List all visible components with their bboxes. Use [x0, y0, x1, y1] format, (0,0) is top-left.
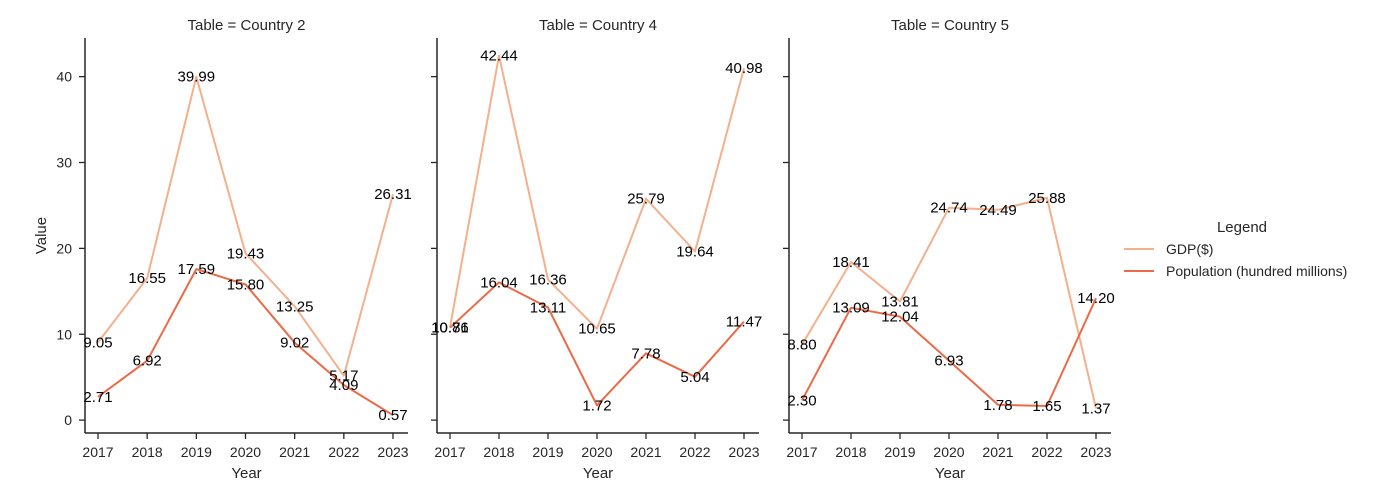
x-tick-label: 2019: [884, 444, 915, 460]
x-tick-label: 2020: [581, 444, 612, 460]
series-line-population-panel-1: [97, 268, 394, 417]
data-label: 9.05: [83, 334, 112, 351]
legend-label-gdp: GDP($): [1166, 241, 1213, 257]
data-label: 13.25: [276, 298, 314, 315]
data-label: 1.78: [983, 397, 1012, 414]
data-label: 24.74: [930, 200, 968, 217]
data-label: 9.02: [280, 335, 309, 352]
data-label: 11.47: [726, 314, 762, 331]
data-label: 6.92: [133, 353, 162, 370]
data-label: 40.98: [725, 60, 763, 77]
data-label: 8.80: [787, 337, 816, 354]
x-tick-label: 2022: [328, 444, 359, 460]
data-label: 10.65: [578, 321, 616, 338]
x-tick-label: 2019: [532, 444, 563, 460]
data-label: 5.17: [329, 368, 358, 385]
x-axis-label-1: Year: [231, 465, 261, 482]
data-label: 25.88: [1028, 190, 1066, 207]
data-label: 4.09: [329, 377, 358, 394]
data-label: 39.99: [178, 69, 216, 86]
series-line-gdp-panel-2: [449, 54, 745, 330]
x-tick-label: 2018: [835, 444, 866, 460]
data-label: 14.20: [1077, 290, 1115, 307]
data-label: 17.59: [178, 261, 216, 278]
x-tick-label: 2022: [1031, 444, 1062, 460]
data-label: 1.65: [1032, 398, 1061, 415]
data-label: 25.79: [627, 191, 665, 208]
x-tick-label: 2023: [377, 444, 408, 460]
data-label: 10.76: [431, 320, 469, 337]
x-tick-label: 2023: [728, 444, 759, 460]
legend-title: Legend: [1217, 219, 1267, 236]
data-label: 7.78: [631, 345, 660, 362]
series-line-gdp-panel-1: [97, 75, 394, 377]
x-tick-label: 2017: [434, 444, 465, 460]
data-label: 16.55: [128, 270, 166, 287]
x-axis-label-2: Year: [583, 465, 613, 482]
y-tick-label: 0: [64, 412, 72, 428]
x-tick-label: 2020: [230, 444, 261, 460]
x-tick-label: 2017: [786, 444, 817, 460]
data-label: 19.43: [227, 245, 265, 262]
series-line-population-panel-3: [801, 297, 1097, 407]
series-line-gdp-panel-3: [801, 196, 1097, 409]
panel-title-2: Table = Country 4: [539, 17, 657, 34]
y-tick-label: 10: [56, 326, 72, 342]
y-tick-label: 30: [56, 155, 72, 171]
data-label: 12.04: [881, 309, 919, 326]
x-tick-label: 2020: [933, 444, 964, 460]
data-label: 24.49: [979, 202, 1017, 219]
data-label: 18.41: [832, 254, 870, 271]
data-label: 42.44: [480, 48, 518, 65]
y-axis-label: Value: [33, 217, 50, 254]
x-tick-label: 2019: [181, 444, 212, 460]
y-tick-label: 40: [56, 69, 72, 85]
data-label: 5.04: [680, 369, 709, 386]
data-label: 26.31: [374, 186, 412, 203]
data-label: 2.30: [787, 392, 816, 409]
x-tick-label: 2023: [1080, 444, 1111, 460]
x-tick-label: 2018: [132, 444, 163, 460]
data-label: 10.81: [431, 319, 469, 336]
data-label: 15.80: [227, 276, 265, 293]
y-tick-label: 20: [56, 240, 72, 256]
data-label: 1.37: [1081, 400, 1110, 417]
data-label: 16.36: [529, 272, 567, 289]
data-label: 6.93: [934, 353, 963, 370]
x-tick-label: 2022: [679, 444, 710, 460]
data-label: 2.71: [83, 389, 112, 406]
data-label: 16.04: [480, 274, 518, 291]
x-tick-label: 2018: [483, 444, 514, 460]
x-tick-label: 2021: [982, 444, 1013, 460]
data-label: 19.64: [676, 243, 714, 260]
data-label: 13.81: [881, 294, 919, 311]
data-label: 1.72: [582, 397, 611, 414]
panel-title-1: Table = Country 2: [188, 17, 306, 34]
x-axis-label-3: Year: [935, 465, 965, 482]
x-tick-label: 2021: [630, 444, 661, 460]
legend-label-population: Population (hundred millions): [1166, 263, 1347, 279]
series-line-population-panel-2: [449, 281, 745, 407]
data-label: 0.57: [378, 407, 407, 424]
x-tick-label: 2017: [82, 444, 113, 460]
x-tick-label: 2021: [279, 444, 310, 460]
data-label: 13.09: [832, 300, 870, 317]
panel-title-3: Table = Country 5: [891, 17, 1009, 34]
data-label: 13.11: [530, 300, 566, 317]
